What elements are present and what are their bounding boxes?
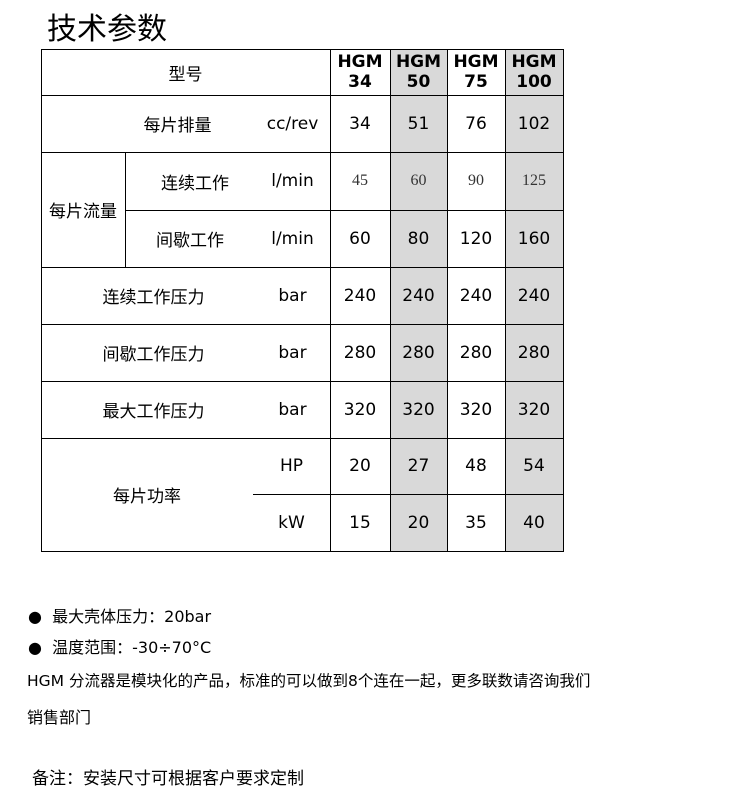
value-cell: 240 (343, 285, 377, 306)
row-label: 间歇工作 (156, 231, 224, 251)
remark: 备注：安装尺寸可根据客户要求定制 (32, 769, 304, 789)
row-unit: bar (278, 399, 307, 420)
value-cell: 240 (517, 285, 551, 306)
bullet-text: 最大壳体压力：20bar (52, 607, 212, 626)
value-cell: 160 (517, 228, 551, 249)
value-cell: 90 (468, 172, 484, 189)
value-cell: 280 (459, 342, 493, 363)
description-line: 销售部门 (27, 708, 92, 727)
value-cell: 20 (407, 512, 430, 533)
value-cell: 60 (410, 172, 427, 189)
value-cell: 27 (407, 456, 430, 476)
row-unit: cc/rev (266, 113, 319, 134)
model-size: 50 (406, 72, 431, 92)
row-label: 每片排量 (143, 116, 212, 136)
header-model: HGM 50 (390, 49, 447, 95)
value-cell: 45 (352, 172, 368, 189)
header-model: HGM 75 (447, 49, 505, 95)
row-label: 间歇工作压力 (102, 345, 205, 365)
value-cell: 76 (465, 113, 487, 134)
row-unit: HP (279, 456, 304, 476)
value-cell: 35 (465, 512, 487, 533)
row-label: 连续工作 (161, 173, 229, 194)
model-name: HGM (395, 52, 442, 72)
value-cell: 320 (459, 399, 493, 420)
value-cell: 240 (402, 285, 435, 306)
model-name: HGM (511, 52, 557, 72)
row-unit: l/min (271, 228, 314, 249)
value-cell: 15 (349, 512, 371, 533)
spec-table: 型号 HGM 34 HGM 50 HGM 75 HGM 100 每片排量 cc/rev … (41, 49, 564, 552)
value-cell: 60 (349, 228, 371, 249)
description-line: HGM 分流器是模块化的产品，标准的可以做到8个连在一起，更多联数请咨询我们 (27, 672, 591, 690)
row-group-label: 每片流量 (49, 202, 117, 222)
value-cell: 51 (407, 113, 430, 134)
row-label: 最大工作压力 (102, 402, 205, 422)
value-cell: 54 (523, 456, 545, 476)
value-cell: 280 (402, 342, 435, 363)
row-unit: bar (278, 285, 307, 306)
value-cell: 48 (465, 456, 487, 476)
shade-col-50 (390, 49, 447, 551)
model-size: 34 (348, 72, 372, 92)
shade-col-100 (505, 49, 563, 551)
value-cell: 20 (349, 456, 371, 476)
value-cell: 280 (517, 342, 551, 363)
value-cell: 125 (522, 172, 546, 189)
value-cell: 34 (349, 113, 371, 134)
value-cell: 320 (517, 399, 551, 420)
model-name: HGM (337, 52, 383, 72)
page-title: 技术参数 (47, 12, 167, 47)
value-cell: 120 (459, 228, 493, 249)
header-model-label: 型号 (168, 64, 203, 85)
value-cell: 240 (459, 285, 493, 306)
row-unit: l/min (271, 171, 314, 191)
value-cell: 102 (517, 113, 551, 134)
bullet-icon: ● (28, 607, 42, 626)
row-unit: kW (278, 512, 305, 533)
value-cell: 40 (523, 512, 545, 533)
model-size: 100 (516, 72, 552, 92)
row-unit: bar (278, 342, 307, 363)
value-cell: 320 (343, 399, 377, 420)
value-cell: 320 (402, 399, 435, 420)
bullet-text: 温度范围：-30÷70°C (52, 638, 212, 657)
row-label: 连续工作压力 (102, 288, 205, 308)
bullet-item: ● 最大壳体压力：20bar (28, 603, 211, 627)
model-size: 75 (464, 72, 488, 92)
header-model: HGM 100 (505, 49, 563, 95)
value-cell: 80 (407, 228, 430, 249)
bullet-item: ● 温度范围：-30÷70°C (28, 634, 211, 658)
model-name: HGM (453, 52, 499, 72)
bullet-icon: ● (28, 638, 42, 657)
row-group-label: 每片功率 (113, 487, 181, 507)
header-model: HGM 34 (330, 49, 390, 95)
value-cell: 280 (343, 342, 377, 363)
